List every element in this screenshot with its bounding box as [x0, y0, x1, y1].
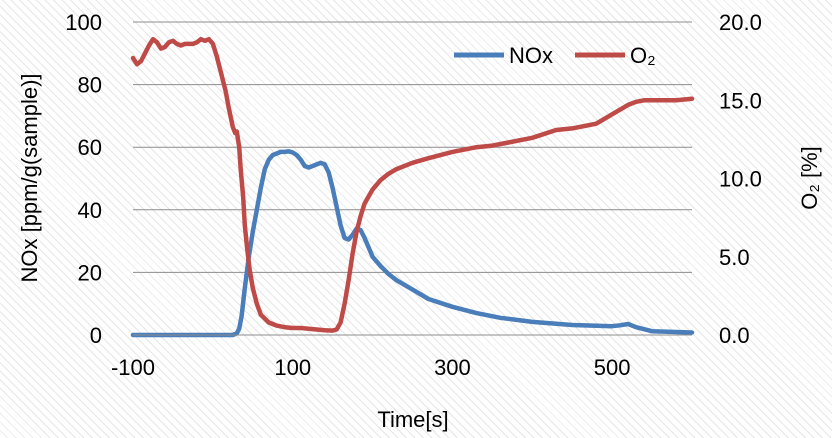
y-tick-label: 80: [78, 73, 102, 98]
series-line-nox: [130, 149, 695, 338]
x-tick-label: 300: [434, 355, 471, 380]
y-tick-label: 60: [78, 135, 102, 160]
y-axis-title: NOx [ppm/g(sample)]: [17, 73, 42, 282]
y-tick-label: 40: [78, 198, 102, 223]
y-tick-label: 20: [78, 260, 102, 285]
legend-label-o2: O₂: [630, 43, 656, 68]
series-layer: [130, 36, 695, 338]
y2-axis-title: O₂ [%]: [797, 146, 822, 210]
y2-tick-label: 15.0: [719, 88, 762, 113]
x-tick-label: 500: [594, 355, 631, 380]
y-tick-label: 0: [90, 323, 102, 348]
legend-label-nox: NOx: [509, 43, 553, 68]
y-tick-label: 100: [65, 10, 102, 35]
y2-tick-label: 10.0: [719, 167, 762, 192]
y2-tick-label: 0.0: [719, 323, 750, 348]
x-axis-title: Time[s]: [377, 407, 448, 432]
legend: NOx O₂: [454, 43, 656, 68]
x-tick-label: 100: [274, 355, 311, 380]
x-tick-label: -100: [111, 355, 155, 380]
series-line-o2: [130, 36, 695, 333]
tick-labels: -100 100 300 500 0 20 40 60 80 100 0.0 5.0 10.0 15.0 2…: [65, 10, 762, 380]
y2-tick-label: 20.0: [719, 10, 762, 35]
y2-tick-label: 5.0: [719, 245, 750, 270]
